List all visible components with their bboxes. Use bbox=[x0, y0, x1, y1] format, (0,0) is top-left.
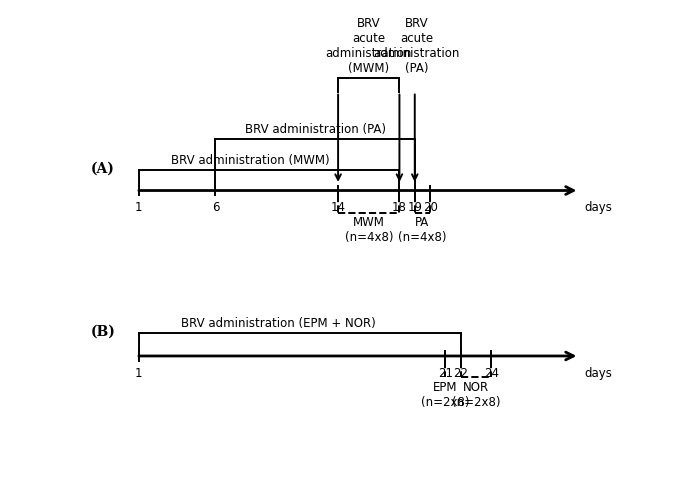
Text: 14: 14 bbox=[331, 201, 346, 214]
Text: 20: 20 bbox=[423, 201, 438, 214]
Text: 1: 1 bbox=[135, 201, 142, 214]
Text: 22: 22 bbox=[453, 367, 469, 379]
Text: 21: 21 bbox=[438, 367, 453, 379]
Text: MWM
(n=4x8): MWM (n=4x8) bbox=[345, 216, 393, 245]
Text: NOR
(n=2x8): NOR (n=2x8) bbox=[452, 381, 500, 409]
Text: days: days bbox=[585, 367, 612, 379]
Text: EPM
(n=2x8): EPM (n=2x8) bbox=[421, 381, 470, 409]
Text: BRV administration (EPM + NOR): BRV administration (EPM + NOR) bbox=[181, 317, 375, 330]
Text: BRV
acute
administration
(MWM): BRV acute administration (MWM) bbox=[325, 17, 412, 75]
Text: (B): (B) bbox=[91, 325, 116, 339]
Text: BRV
acute
administration
(PA): BRV acute administration (PA) bbox=[373, 17, 460, 75]
Text: 24: 24 bbox=[484, 367, 499, 379]
Text: PA
(n=4x8): PA (n=4x8) bbox=[398, 216, 447, 245]
Text: 19: 19 bbox=[408, 201, 422, 214]
Text: 1: 1 bbox=[135, 367, 142, 379]
Text: BRV administration (PA): BRV administration (PA) bbox=[245, 123, 386, 136]
Text: (A): (A) bbox=[91, 162, 115, 175]
Text: days: days bbox=[585, 201, 612, 214]
Text: 18: 18 bbox=[392, 201, 407, 214]
Text: BRV administration (MWM): BRV administration (MWM) bbox=[171, 154, 330, 166]
Text: 6: 6 bbox=[212, 201, 219, 214]
